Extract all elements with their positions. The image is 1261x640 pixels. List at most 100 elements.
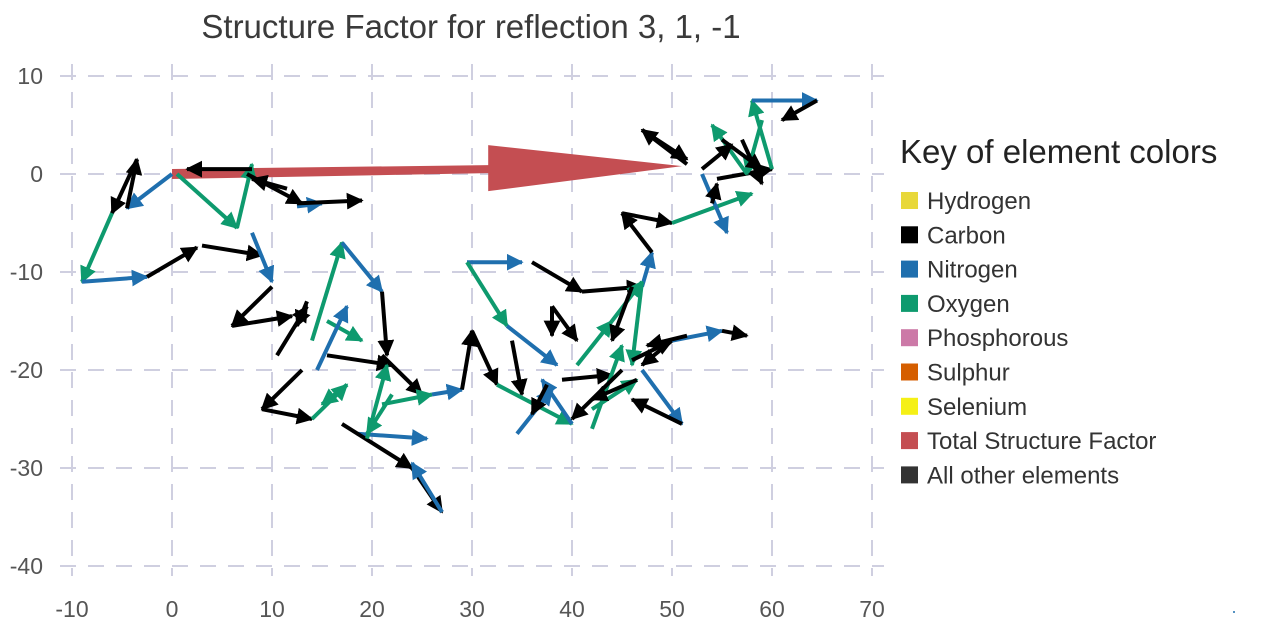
atom-vector-oxygen <box>575 319 614 367</box>
stray-dot <box>1233 611 1235 613</box>
y-tick-label: -20 <box>10 357 43 383</box>
legend-swatch <box>901 294 918 312</box>
x-tick-label: 70 <box>859 596 885 622</box>
legend-label: All other elements <box>927 462 1119 489</box>
atom-vector-carbon <box>740 138 764 186</box>
legend-swatch <box>901 432 918 450</box>
atom-vector-oxygen <box>310 240 346 342</box>
y-tick-label: -40 <box>10 553 43 579</box>
atom-vector-carbon <box>721 324 749 342</box>
atom-vector-carbon <box>326 353 394 372</box>
atom-vector-carbon <box>294 300 311 328</box>
atom-vector-carbon <box>645 333 688 351</box>
atom-vector-carbon <box>530 260 584 294</box>
atom-vector-nitrogen <box>315 304 349 371</box>
y-tick-label: 10 <box>17 63 43 89</box>
atom-vector-oxygen <box>175 172 239 230</box>
atom-vector-nitrogen <box>125 172 174 210</box>
atom-vector-carbon <box>510 340 528 397</box>
atom-vector-carbon <box>630 397 683 426</box>
atom-vector-carbon <box>609 286 634 343</box>
y-tick-label: -30 <box>10 455 43 481</box>
legend-swatch <box>901 466 918 484</box>
atom-vector-carbon <box>550 305 579 342</box>
x-tick-label: -10 <box>55 596 88 622</box>
atom-vector-nitrogen <box>639 250 656 288</box>
x-tick-label: 20 <box>359 596 385 622</box>
legend-label: Hydrogen <box>927 188 1031 215</box>
atom-vector-carbon <box>260 368 304 411</box>
legend-label: Phosphorous <box>927 325 1068 352</box>
atom-vector-carbon <box>250 174 288 192</box>
x-tick-label: 50 <box>659 596 685 622</box>
atom-vector-carbon <box>230 285 274 328</box>
atom-vector-carbon <box>231 310 294 328</box>
legend-label: Nitrogen <box>927 257 1018 284</box>
legend: Key of element colors Hydrogen Carbon Nitr… <box>900 133 1217 489</box>
atom-vector-carbon <box>296 192 364 210</box>
legend-swatch <box>901 192 918 209</box>
atom-vector-carbon <box>377 291 395 357</box>
atom-vector-oxygen <box>710 123 749 176</box>
atom-vector-nitrogen <box>505 324 559 367</box>
legend-swatch <box>901 226 918 244</box>
total-structure-factor-layer <box>172 145 682 192</box>
legend-swatch <box>901 260 918 278</box>
legend-label: Carbon <box>927 222 1006 249</box>
atom-vector-carbon <box>470 329 499 387</box>
chart-title: Structure Factor for reflection 3, 1, -1 <box>201 8 740 45</box>
atom-vector-carbon <box>590 377 638 402</box>
atom-vector-nitrogen <box>340 241 384 293</box>
atom-vector-oxygen <box>671 190 754 225</box>
atom-vector-nitrogen <box>431 383 464 401</box>
atom-vector-carbon <box>201 243 264 262</box>
legend-label: Oxygen <box>927 291 1010 318</box>
atom-vector-carbon <box>460 329 478 390</box>
y-tick-label: 0 <box>30 161 43 187</box>
atom-vector-oxygen <box>381 389 434 407</box>
atom-vector-carbon <box>145 245 199 279</box>
legend-label: Total Structure Factor <box>927 428 1156 455</box>
atom-vector-oxygen <box>320 383 349 406</box>
atom-vector-carbon <box>340 422 414 470</box>
total-structure-factor-arrow <box>172 145 682 192</box>
atom-vector-carbon <box>640 339 674 367</box>
legend-label: Selenium <box>927 394 1027 421</box>
atom-vector-carbon <box>621 211 674 229</box>
x-tick-label: 0 <box>166 596 179 622</box>
x-tick-label: 30 <box>459 596 485 622</box>
atom-vector-oxygen <box>625 281 644 367</box>
atom-vector-carbon <box>570 368 624 421</box>
atom-vector-carbon <box>110 158 139 215</box>
tick-labels: -10 0 10 20 30 40 50 60 70 10 0 -10 -20 -30 -40 <box>10 63 885 622</box>
atom-vector-nitrogen <box>640 368 684 426</box>
legend-swatch <box>901 329 918 347</box>
atom-vector-carbon <box>700 143 734 171</box>
atom-vector-carbon <box>561 368 614 385</box>
x-tick-label: 10 <box>259 596 285 622</box>
legend-swatch <box>901 397 918 415</box>
atom-vector-nitrogen <box>81 269 149 287</box>
legend-swatch <box>901 363 918 381</box>
y-tick-label: -10 <box>10 259 43 285</box>
atom-vector-carbon <box>640 128 689 161</box>
atom-vector-carbon <box>620 211 654 254</box>
x-tick-label: 60 <box>759 596 785 622</box>
legend-title: Key of element colors <box>900 133 1217 170</box>
grid-layer <box>60 64 884 576</box>
legend-entries: Hydrogen Carbon Nitrogen Oxygen Phosphorous S… <box>901 188 1156 489</box>
atom-vector-oxygen <box>365 393 394 436</box>
x-tick-label: 40 <box>559 596 585 622</box>
atom-vector-oxygen <box>748 98 774 170</box>
atom-vector-carbon <box>705 182 722 204</box>
atom-vectors-layer <box>80 92 819 514</box>
atom-vector-carbon <box>780 98 818 122</box>
legend-label: Sulphur <box>927 360 1010 387</box>
atom-vector-carbon <box>530 383 549 416</box>
atom-vector-oxygen <box>465 261 509 328</box>
atom-vector-oxygen <box>80 212 114 284</box>
atom-vector-nitrogen <box>410 461 444 514</box>
atom-vector-oxygen <box>326 319 364 343</box>
atom-vector-carbon <box>380 353 424 396</box>
